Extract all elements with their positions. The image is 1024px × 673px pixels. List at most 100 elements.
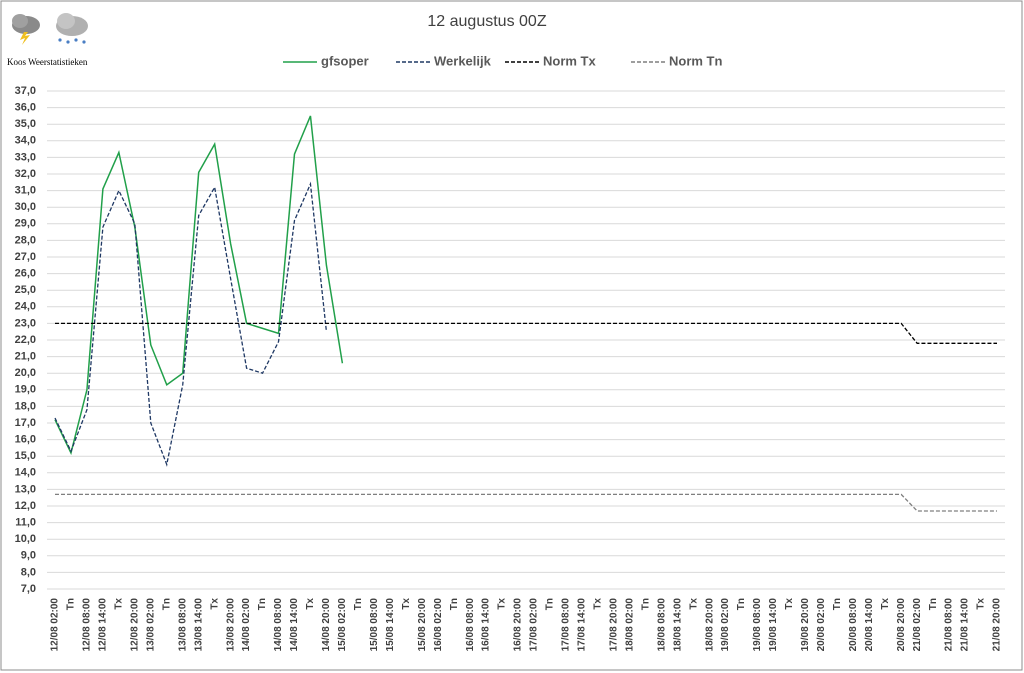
- y-tick-label: 29,0: [15, 218, 36, 230]
- y-tick-label: 14,0: [15, 467, 36, 479]
- y-tick-label: 34,0: [15, 135, 36, 147]
- x-tick-label: Tn: [161, 598, 172, 610]
- x-tick-label: 15/08 02:00: [337, 598, 348, 652]
- x-tick-label: 14/08 14:00: [289, 598, 300, 652]
- x-tick-label: 16/08 14:00: [481, 598, 492, 652]
- x-tick-label: 19/08 02:00: [720, 598, 731, 652]
- y-tick-label: 19,0: [15, 384, 36, 396]
- x-tick-label: Tx: [401, 598, 412, 610]
- y-tick-label: 36,0: [15, 102, 36, 114]
- y-tick-label: 26,0: [15, 268, 36, 280]
- x-tick-label: 21/08 08:00: [944, 598, 955, 652]
- x-tick-label: Tn: [928, 598, 939, 610]
- x-tick-label: 12/08 14:00: [98, 598, 109, 652]
- x-tick-label: 17/08 08:00: [561, 598, 572, 652]
- legend-label: Werkelijk: [434, 53, 492, 68]
- logo-text: Koos Weerstatistieken: [7, 57, 88, 67]
- x-tick-label: 18/08 14:00: [672, 598, 683, 652]
- x-tick-label: Tn: [66, 598, 77, 610]
- x-tick-label: Tn: [449, 598, 460, 610]
- x-tick-label: 20/08 02:00: [816, 598, 827, 652]
- series-line: [55, 322, 997, 344]
- x-tick-label: Tn: [545, 598, 556, 610]
- logo: [12, 13, 88, 45]
- x-tick-label: 16/08 08:00: [465, 598, 476, 652]
- y-tick-label: 35,0: [15, 118, 36, 130]
- x-tick-label: 16/08 02:00: [433, 598, 444, 652]
- y-tick-label: 18,0: [15, 400, 36, 412]
- x-tick-label: Tn: [832, 598, 843, 610]
- x-tick-label: 15/08 08:00: [369, 598, 380, 652]
- y-tick-label: 12,0: [15, 500, 36, 512]
- y-tick-label: 20,0: [15, 367, 36, 379]
- y-tick-label: 21,0: [15, 351, 36, 363]
- y-tick-label: 7,0: [21, 583, 36, 595]
- x-tick-label: Tx: [688, 598, 699, 610]
- x-tick-label: 17/08 14:00: [577, 598, 588, 652]
- x-tick-label: 18/08 20:00: [704, 598, 715, 652]
- x-tick-label: 13/08 14:00: [193, 598, 204, 652]
- legend-label: Norm Tx: [543, 53, 597, 68]
- x-tick-label: 14/08 20:00: [321, 598, 332, 652]
- x-tick-label: 21/08 14:00: [960, 598, 971, 652]
- legend-label: Norm Tn: [669, 53, 723, 68]
- y-tick-label: 8,0: [21, 566, 36, 578]
- x-tick-label: 13/08 20:00: [225, 598, 236, 652]
- chart-title: 12 augustus 00Z: [427, 13, 546, 30]
- y-tick-label: 30,0: [15, 201, 36, 213]
- x-tick-label: 18/08 02:00: [624, 598, 635, 652]
- x-tick-label: Tx: [305, 598, 316, 610]
- x-tick-label: Tn: [257, 598, 268, 610]
- x-tick-label: 17/08 20:00: [608, 598, 619, 652]
- x-tick-label: 13/08 02:00: [145, 598, 156, 652]
- x-tick-label: Tn: [736, 598, 747, 610]
- x-tick-label: 12/08 08:00: [82, 598, 93, 652]
- x-tick-label: 17/08 02:00: [529, 598, 540, 652]
- x-tick-label: 12/08 02:00: [50, 598, 61, 652]
- y-tick-label: 33,0: [15, 151, 36, 163]
- y-tick-label: 32,0: [15, 168, 36, 180]
- series-line: [54, 181, 328, 467]
- series-line: [54, 115, 344, 456]
- y-tick-label: 13,0: [15, 483, 36, 495]
- x-tick-label: 18/08 08:00: [656, 598, 667, 652]
- y-tick-label: 24,0: [15, 301, 36, 313]
- y-tick-label: 27,0: [15, 251, 36, 263]
- x-tick-label: 20/08 08:00: [848, 598, 859, 652]
- y-tick-label: 22,0: [15, 334, 36, 346]
- x-tick-label: 14/08 02:00: [241, 598, 252, 652]
- x-tick-label: 16/08 20:00: [513, 598, 524, 652]
- x-tick-label: Tx: [976, 598, 987, 610]
- y-tick-label: 9,0: [21, 550, 36, 562]
- x-tick-label: Tn: [353, 598, 364, 610]
- x-tick-label: Tx: [784, 598, 795, 610]
- y-tick-label: 28,0: [15, 234, 36, 246]
- legend-label: gfsoper: [321, 53, 369, 68]
- x-tick-label: Tx: [497, 598, 508, 610]
- x-tick-label: 21/08 20:00: [992, 598, 1003, 652]
- x-tick-label: Tx: [592, 598, 603, 610]
- x-tick-label: 13/08 08:00: [177, 598, 188, 652]
- series-line: [55, 493, 997, 512]
- x-tick-label: Tn: [640, 598, 651, 610]
- x-tick-label: Tx: [209, 598, 220, 610]
- y-tick-label: 23,0: [15, 317, 36, 329]
- x-tick-label: 20/08 14:00: [864, 598, 875, 652]
- y-tick-label: 10,0: [15, 533, 36, 545]
- x-tick-label: 14/08 08:00: [273, 598, 284, 652]
- x-tick-label: 15/08 14:00: [385, 598, 396, 652]
- x-tick-label: 21/08 02:00: [912, 598, 923, 652]
- x-tick-label: 19/08 08:00: [752, 598, 763, 652]
- x-tick-label: Tx: [114, 598, 125, 610]
- x-tick-label: 19/08 14:00: [768, 598, 779, 652]
- y-tick-label: 31,0: [15, 185, 36, 197]
- y-tick-label: 37,0: [15, 85, 36, 97]
- y-tick-label: 16,0: [15, 434, 36, 446]
- y-tick-label: 15,0: [15, 450, 36, 462]
- y-tick-label: 17,0: [15, 417, 36, 429]
- x-tick-label: 15/08 20:00: [417, 598, 428, 652]
- x-tick-label: Tx: [880, 598, 891, 610]
- y-tick-label: 25,0: [15, 284, 36, 296]
